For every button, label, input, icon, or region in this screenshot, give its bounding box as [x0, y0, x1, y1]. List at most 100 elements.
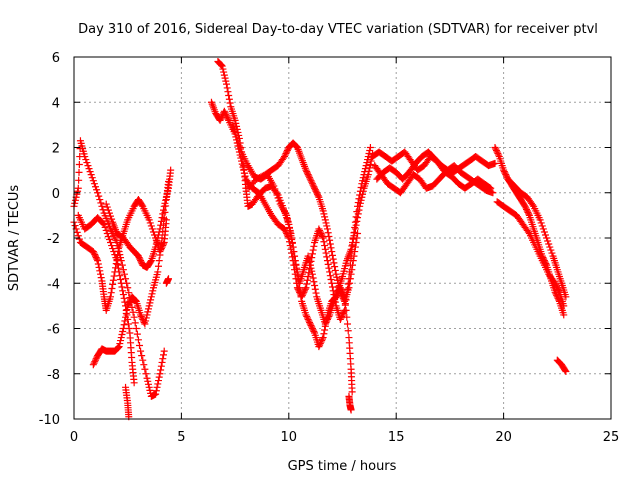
data-point-marker	[219, 65, 227, 73]
data-point-marker	[494, 150, 502, 158]
data-point-marker	[313, 190, 321, 198]
data-point-marker	[139, 356, 147, 364]
data-point-marker	[317, 338, 325, 346]
data-point-marker	[282, 150, 290, 158]
data-point-marker	[147, 258, 155, 266]
data-point-marker	[501, 169, 509, 177]
data-point-marker	[222, 110, 230, 118]
data-point-marker	[301, 285, 309, 293]
data-point-marker	[136, 341, 144, 349]
series-arc-3	[74, 211, 138, 387]
data-point-marker	[336, 285, 344, 293]
data-point-marker	[330, 291, 338, 299]
data-point-marker	[315, 225, 323, 233]
data-point-marker	[233, 136, 241, 144]
data-point-marker	[71, 196, 79, 204]
data-point-marker	[97, 274, 105, 282]
data-point-marker	[119, 325, 127, 332]
data-point-marker	[153, 383, 161, 391]
data-point-marker	[122, 313, 130, 321]
data-point-marker	[356, 187, 364, 195]
data-point-marker	[118, 261, 126, 269]
data-point-marker	[125, 299, 133, 307]
data-point-marker	[354, 214, 362, 222]
data-point-marker	[293, 279, 301, 287]
data-point-marker	[146, 386, 154, 394]
data-point-marker	[313, 189, 321, 197]
data-point-marker	[157, 217, 165, 225]
data-point-marker	[238, 160, 246, 168]
data-point-marker	[331, 266, 339, 274]
data-point-marker	[125, 289, 133, 297]
data-point-marker	[152, 240, 160, 248]
data-point-marker	[135, 254, 143, 262]
data-point-marker	[364, 156, 372, 164]
data-point-marker	[551, 279, 559, 287]
data-point-marker	[95, 192, 103, 200]
data-point-marker	[114, 343, 122, 351]
data-point-marker	[354, 202, 362, 210]
data-point-marker	[300, 288, 308, 296]
data-point-marker	[304, 252, 312, 260]
data-point-marker	[132, 325, 140, 332]
data-point-marker	[216, 116, 224, 124]
x-tick-label: 10	[281, 430, 298, 445]
data-point-marker	[94, 260, 102, 268]
data-point-marker	[544, 237, 552, 245]
data-point-marker	[318, 337, 326, 345]
data-point-marker	[326, 236, 334, 244]
data-point-marker	[117, 279, 125, 287]
data-point-marker	[108, 285, 116, 293]
data-point-marker	[145, 302, 153, 310]
data-point-marker	[137, 257, 145, 265]
data-point-marker	[328, 251, 336, 259]
data-point-marker	[91, 252, 99, 260]
data-point-marker	[366, 160, 374, 168]
data-point-marker	[272, 188, 280, 196]
data-point-marker	[157, 221, 165, 229]
data-point-marker	[560, 311, 568, 319]
data-point-marker	[159, 355, 167, 363]
data-point-marker	[148, 225, 156, 233]
data-point-marker	[240, 169, 248, 177]
data-point-marker	[540, 228, 548, 236]
x-tick-label: 25	[603, 430, 620, 445]
series-arc-17	[493, 198, 568, 310]
data-point-marker	[337, 290, 345, 298]
data-point-marker	[130, 313, 138, 321]
data-point-marker	[285, 234, 293, 242]
data-point-marker	[341, 306, 349, 314]
data-point-marker	[121, 317, 129, 325]
data-point-marker	[93, 255, 101, 263]
data-point-marker	[322, 249, 330, 257]
y-tick-label: 6	[52, 51, 60, 66]
data-point-marker	[358, 180, 366, 188]
data-point-marker	[271, 185, 279, 193]
data-point-marker	[336, 288, 344, 296]
data-point-marker	[308, 178, 316, 186]
data-point-marker	[118, 283, 126, 291]
data-point-marker	[339, 309, 347, 317]
data-point-marker	[88, 174, 96, 182]
data-point-marker	[91, 358, 99, 366]
data-point-marker	[270, 182, 278, 190]
data-point-marker	[93, 186, 101, 194]
data-point-marker	[284, 232, 292, 240]
data-point-marker	[117, 337, 125, 345]
data-point-marker	[361, 168, 369, 176]
data-point-marker	[554, 285, 562, 293]
data-point-marker	[355, 195, 363, 203]
data-point-marker	[230, 124, 238, 132]
data-point-marker	[89, 361, 97, 369]
data-point-marker	[71, 222, 79, 230]
data-point-marker	[108, 215, 116, 223]
data-point-marker	[303, 312, 311, 320]
data-point-marker	[109, 280, 117, 288]
y-tick-label: 4	[52, 96, 60, 111]
data-point-marker	[138, 352, 146, 360]
data-point-marker	[220, 68, 228, 76]
data-point-marker	[325, 232, 333, 240]
data-point-marker	[285, 220, 293, 228]
data-point-marker	[340, 308, 348, 316]
data-point-marker	[305, 172, 313, 180]
